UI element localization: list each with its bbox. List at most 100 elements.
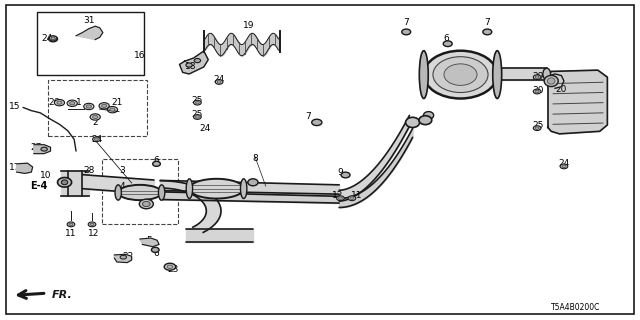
Text: 31: 31: [83, 16, 95, 25]
Ellipse shape: [57, 101, 62, 104]
Ellipse shape: [543, 68, 550, 80]
Ellipse shape: [189, 179, 244, 198]
Ellipse shape: [339, 197, 342, 199]
Ellipse shape: [49, 36, 58, 42]
Text: 27: 27: [30, 143, 42, 152]
Text: 24: 24: [558, 159, 570, 168]
Ellipse shape: [140, 199, 154, 209]
Text: E-4: E-4: [30, 181, 48, 191]
Text: 24: 24: [91, 135, 102, 144]
Ellipse shape: [61, 180, 68, 185]
Ellipse shape: [143, 201, 150, 206]
Ellipse shape: [444, 64, 477, 85]
Polygon shape: [179, 51, 208, 74]
Ellipse shape: [535, 90, 539, 93]
Text: 17: 17: [9, 163, 20, 172]
Text: 4: 4: [119, 182, 125, 191]
Ellipse shape: [118, 185, 162, 200]
Bar: [37, 12, 145, 75]
Text: 11: 11: [351, 191, 363, 200]
Ellipse shape: [547, 78, 555, 84]
Polygon shape: [161, 181, 221, 232]
Text: 12: 12: [332, 191, 344, 200]
Polygon shape: [547, 74, 564, 88]
Ellipse shape: [341, 172, 350, 178]
Ellipse shape: [215, 80, 223, 84]
Polygon shape: [115, 254, 132, 263]
Ellipse shape: [159, 185, 165, 200]
Text: 8: 8: [252, 154, 258, 163]
Polygon shape: [548, 70, 607, 134]
Ellipse shape: [248, 179, 258, 186]
Text: 6: 6: [153, 249, 159, 258]
Text: 16: 16: [134, 51, 146, 60]
Ellipse shape: [193, 100, 201, 105]
Ellipse shape: [424, 51, 497, 99]
Ellipse shape: [93, 137, 100, 142]
Polygon shape: [76, 26, 103, 40]
Ellipse shape: [49, 36, 57, 41]
Text: 14: 14: [143, 197, 154, 206]
Ellipse shape: [560, 164, 568, 169]
Ellipse shape: [444, 41, 452, 47]
Ellipse shape: [483, 29, 492, 35]
Ellipse shape: [70, 102, 75, 105]
Text: 12: 12: [88, 229, 99, 238]
Text: 25: 25: [192, 96, 203, 105]
Text: 10: 10: [40, 171, 51, 180]
Ellipse shape: [493, 51, 502, 99]
Ellipse shape: [67, 222, 75, 227]
Bar: [102, 159, 178, 224]
Ellipse shape: [350, 197, 354, 199]
Ellipse shape: [120, 255, 127, 259]
Polygon shape: [34, 145, 51, 154]
Ellipse shape: [152, 247, 159, 252]
Bar: [48, 80, 147, 136]
Text: 30: 30: [532, 86, 544, 95]
Ellipse shape: [195, 116, 199, 118]
Text: 6: 6: [444, 34, 449, 43]
Text: 20: 20: [556, 85, 567, 94]
Text: 24: 24: [42, 34, 53, 43]
Ellipse shape: [562, 165, 566, 168]
Text: 1: 1: [76, 98, 81, 107]
Text: 24: 24: [214, 75, 225, 84]
Text: 3: 3: [119, 166, 125, 175]
Text: 7: 7: [484, 18, 490, 27]
Ellipse shape: [95, 138, 99, 140]
Ellipse shape: [535, 76, 539, 78]
Text: 19: 19: [243, 21, 254, 30]
Ellipse shape: [194, 59, 200, 63]
Ellipse shape: [535, 127, 539, 129]
Ellipse shape: [90, 223, 94, 226]
Text: 9: 9: [337, 168, 343, 177]
Polygon shape: [140, 238, 159, 247]
Text: 21: 21: [111, 98, 123, 107]
Ellipse shape: [93, 116, 98, 119]
Ellipse shape: [533, 89, 541, 94]
Ellipse shape: [424, 112, 434, 119]
Ellipse shape: [164, 263, 175, 270]
Ellipse shape: [51, 37, 55, 40]
Ellipse shape: [193, 115, 201, 119]
Ellipse shape: [195, 101, 199, 104]
Text: 11: 11: [65, 229, 77, 238]
Ellipse shape: [186, 179, 193, 198]
Ellipse shape: [102, 104, 107, 108]
Text: 23: 23: [168, 265, 179, 275]
Text: 5: 5: [146, 236, 152, 245]
Text: 28: 28: [83, 166, 95, 175]
Ellipse shape: [402, 29, 411, 35]
Text: 26: 26: [49, 98, 60, 107]
Ellipse shape: [88, 222, 96, 227]
Text: 7: 7: [403, 18, 409, 27]
Text: 25: 25: [192, 110, 203, 119]
Ellipse shape: [51, 37, 55, 40]
Text: 22: 22: [123, 252, 134, 261]
Text: 15: 15: [9, 102, 20, 111]
Ellipse shape: [58, 178, 72, 187]
Ellipse shape: [90, 114, 100, 120]
Ellipse shape: [67, 100, 77, 107]
Ellipse shape: [167, 265, 173, 268]
Ellipse shape: [217, 81, 221, 83]
